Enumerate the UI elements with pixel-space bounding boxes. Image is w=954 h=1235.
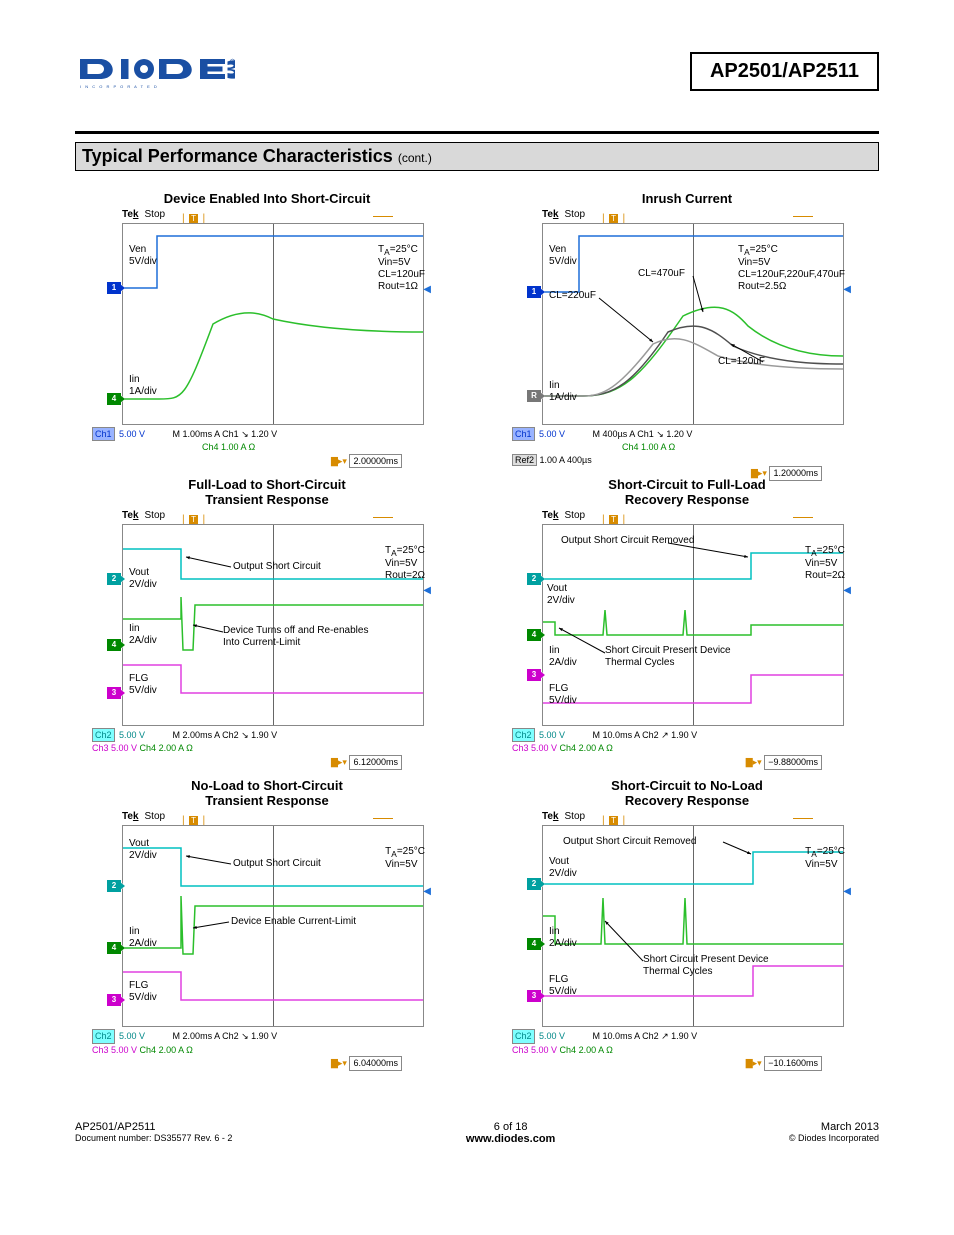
- section-cont: (cont.): [398, 151, 432, 165]
- footer-url: www.diodes.com: [466, 1133, 555, 1145]
- chart-4: No-Load to Short-CircuitTransient Respon…: [75, 778, 459, 1071]
- chart-1: Inrush Current Tek Stop▏T▕1RVen5V/divIin1…: [495, 191, 879, 469]
- footer-date: March 2013: [789, 1121, 879, 1133]
- footer-mid: 6 of 18 www.diodes.com: [466, 1121, 555, 1145]
- oscilloscope-plot: Tek Stop▏T▕243Vout2V/divIin2A/divFLG5V/d…: [512, 811, 862, 1071]
- chart-2: Full-Load to Short-CircuitTransient Resp…: [75, 477, 459, 770]
- oscilloscope-plot: Tek Stop▏T▕243Vout2V/divIin2A/divFLG5V/d…: [92, 811, 442, 1071]
- oscilloscope-plot: Tek Stop▏T▕14Ven5V/divIin1A/divTA=25°CVi…: [92, 209, 442, 469]
- chart-0: Device Enabled Into Short-Circuit Tek Sto…: [75, 191, 459, 469]
- section-title: Typical Performance Characteristics (con…: [75, 142, 879, 171]
- footer-right: March 2013 © Diodes Incorporated: [789, 1121, 879, 1145]
- part-number-box: AP2501/AP2511: [690, 52, 879, 91]
- logo-subtext: I N C O R P O R A T E D: [80, 84, 158, 89]
- footer-copyright: © Diodes Incorporated: [789, 1133, 879, 1143]
- chart-3: Short-Circuit to Full-LoadRecovery Respo…: [495, 477, 879, 770]
- footer-left: AP2501/AP2511 Document number: DS35577 R…: [75, 1121, 232, 1145]
- page-header: I N C O R P O R A T E D R AP2501/AP2511: [75, 52, 879, 101]
- page-footer: AP2501/AP2511 Document number: DS35577 R…: [75, 1121, 879, 1145]
- chart-5: Short-Circuit to No-LoadRecovery Respons…: [495, 778, 879, 1071]
- diodes-logo: I N C O R P O R A T E D R: [75, 52, 235, 101]
- charts-grid: Device Enabled Into Short-Circuit Tek Sto…: [75, 191, 879, 1071]
- footer-docnum: Document number: DS35577 Rev. 6 - 2: [75, 1133, 232, 1143]
- chart-title: Device Enabled Into Short-Circuit: [164, 191, 371, 207]
- chart-title: Short-Circuit to No-LoadRecovery Respons…: [611, 778, 763, 809]
- section-title-text: Typical Performance Characteristics: [82, 146, 393, 166]
- oscilloscope-plot: Tek Stop▏T▕243Vout2V/divIin2A/divFLG5V/d…: [512, 510, 862, 770]
- chart-title: Short-Circuit to Full-LoadRecovery Respo…: [608, 477, 765, 508]
- chart-title: No-Load to Short-CircuitTransient Respon…: [191, 778, 343, 809]
- footer-partnum: AP2501/AP2511: [75, 1121, 232, 1133]
- chart-title: Inrush Current: [642, 191, 732, 207]
- footer-page: 6 of 18: [466, 1121, 555, 1133]
- oscilloscope-plot: Tek Stop▏T▕243Vout2V/divIin2A/divFLG5V/d…: [92, 510, 442, 770]
- oscilloscope-plot: Tek Stop▏T▕1RVen5V/divIin1A/divCL=470uFC…: [512, 209, 862, 469]
- header-rule: [75, 131, 879, 134]
- chart-title: Full-Load to Short-CircuitTransient Resp…: [188, 477, 345, 508]
